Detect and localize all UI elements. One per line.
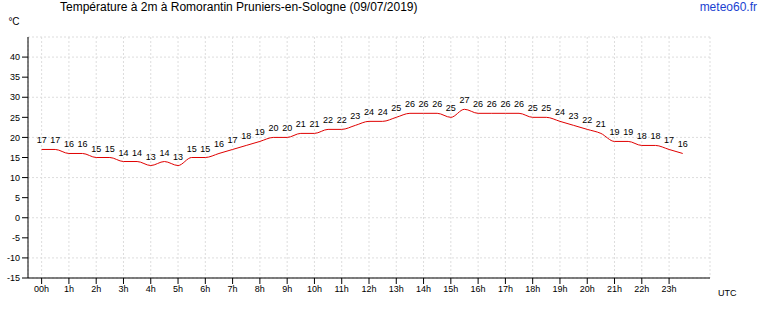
svg-text:24: 24 [555, 107, 565, 117]
svg-text:0: 0 [15, 213, 20, 223]
svg-text:26: 26 [473, 99, 483, 109]
svg-text:15: 15 [10, 153, 20, 163]
svg-text:26: 26 [514, 99, 524, 109]
svg-text:°C: °C [8, 16, 19, 27]
svg-text:40: 40 [10, 52, 20, 62]
svg-text:-15: -15 [8, 273, 20, 283]
svg-text:18h: 18h [525, 284, 540, 294]
svg-text:10: 10 [10, 173, 20, 183]
svg-text:25: 25 [10, 113, 20, 123]
svg-text:22: 22 [582, 115, 592, 125]
svg-text:1h: 1h [64, 284, 74, 294]
svg-text:25: 25 [391, 103, 401, 113]
svg-text:19: 19 [623, 127, 633, 137]
svg-text:21: 21 [596, 119, 606, 129]
svg-text:14: 14 [159, 148, 169, 158]
svg-text:14: 14 [132, 148, 142, 158]
svg-text:26: 26 [500, 99, 510, 109]
svg-text:24: 24 [364, 107, 374, 117]
svg-text:7h: 7h [228, 284, 238, 294]
svg-text:15: 15 [91, 144, 101, 154]
svg-text:19: 19 [610, 127, 620, 137]
svg-text:16h: 16h [471, 284, 486, 294]
svg-text:30: 30 [10, 92, 20, 102]
svg-text:-5: -5 [12, 233, 20, 243]
svg-text:13: 13 [173, 152, 183, 162]
svg-text:2h: 2h [91, 284, 101, 294]
svg-text:6h: 6h [200, 284, 210, 294]
svg-text:5h: 5h [173, 284, 183, 294]
svg-text:15: 15 [105, 144, 115, 154]
svg-text:12h: 12h [361, 284, 376, 294]
svg-text:20: 20 [269, 123, 279, 133]
svg-text:20: 20 [282, 123, 292, 133]
svg-text:25: 25 [528, 103, 538, 113]
svg-text:16: 16 [64, 139, 74, 149]
svg-text:23: 23 [350, 111, 360, 121]
svg-text:16: 16 [78, 139, 88, 149]
svg-text:13: 13 [146, 152, 156, 162]
html-text:meteo60.fr: meteo60.fr [699, 0, 757, 14]
svg-text:18: 18 [650, 131, 660, 141]
svg-text:-10: -10 [8, 253, 20, 263]
svg-text:22: 22 [323, 115, 333, 125]
svg-text:16: 16 [678, 139, 688, 149]
svg-text:21h: 21h [607, 284, 622, 294]
svg-text:26: 26 [419, 99, 429, 109]
svg-text:24: 24 [378, 107, 388, 117]
svg-text:27: 27 [459, 95, 469, 105]
svg-text:23h: 23h [662, 284, 677, 294]
svg-text:17: 17 [50, 135, 60, 145]
svg-text:00h: 00h [34, 284, 49, 294]
svg-text:17: 17 [664, 135, 674, 145]
svg-text:26: 26 [487, 99, 497, 109]
svg-text:17: 17 [37, 135, 47, 145]
svg-text:22: 22 [337, 115, 347, 125]
svg-text:14h: 14h [416, 284, 431, 294]
svg-text:UTC: UTC [718, 288, 737, 298]
svg-text:9h: 9h [282, 284, 292, 294]
svg-text:18: 18 [241, 131, 251, 141]
svg-text:11h: 11h [335, 284, 349, 294]
svg-text:25: 25 [541, 103, 551, 113]
svg-text:19: 19 [255, 127, 265, 137]
svg-text:19h: 19h [552, 284, 567, 294]
svg-text:25: 25 [446, 103, 456, 113]
svg-text:18: 18 [637, 131, 647, 141]
svg-text:16: 16 [214, 139, 224, 149]
svg-text:26: 26 [405, 99, 415, 109]
html-text:Température à 2m à Romorantin: Température à 2m à Romorantin Pruniers-e… [60, 0, 418, 14]
svg-text:3h: 3h [118, 284, 128, 294]
svg-text:21: 21 [309, 119, 319, 129]
svg-text:23: 23 [569, 111, 579, 121]
svg-text:26: 26 [432, 99, 442, 109]
svg-text:21: 21 [296, 119, 306, 129]
svg-text:15h: 15h [443, 284, 458, 294]
svg-text:8h: 8h [255, 284, 265, 294]
svg-text:35: 35 [10, 72, 20, 82]
svg-text:17: 17 [228, 135, 238, 145]
svg-text:15: 15 [200, 144, 210, 154]
svg-text:10h: 10h [307, 284, 322, 294]
svg-text:5: 5 [15, 193, 20, 203]
svg-text:14: 14 [118, 148, 128, 158]
svg-text:15: 15 [187, 144, 197, 154]
svg-text:13h: 13h [389, 284, 404, 294]
svg-text:17h: 17h [498, 284, 513, 294]
svg-text:20: 20 [10, 133, 20, 143]
svg-text:20h: 20h [580, 284, 595, 294]
svg-text:22h: 22h [634, 284, 649, 294]
svg-text:4h: 4h [146, 284, 156, 294]
